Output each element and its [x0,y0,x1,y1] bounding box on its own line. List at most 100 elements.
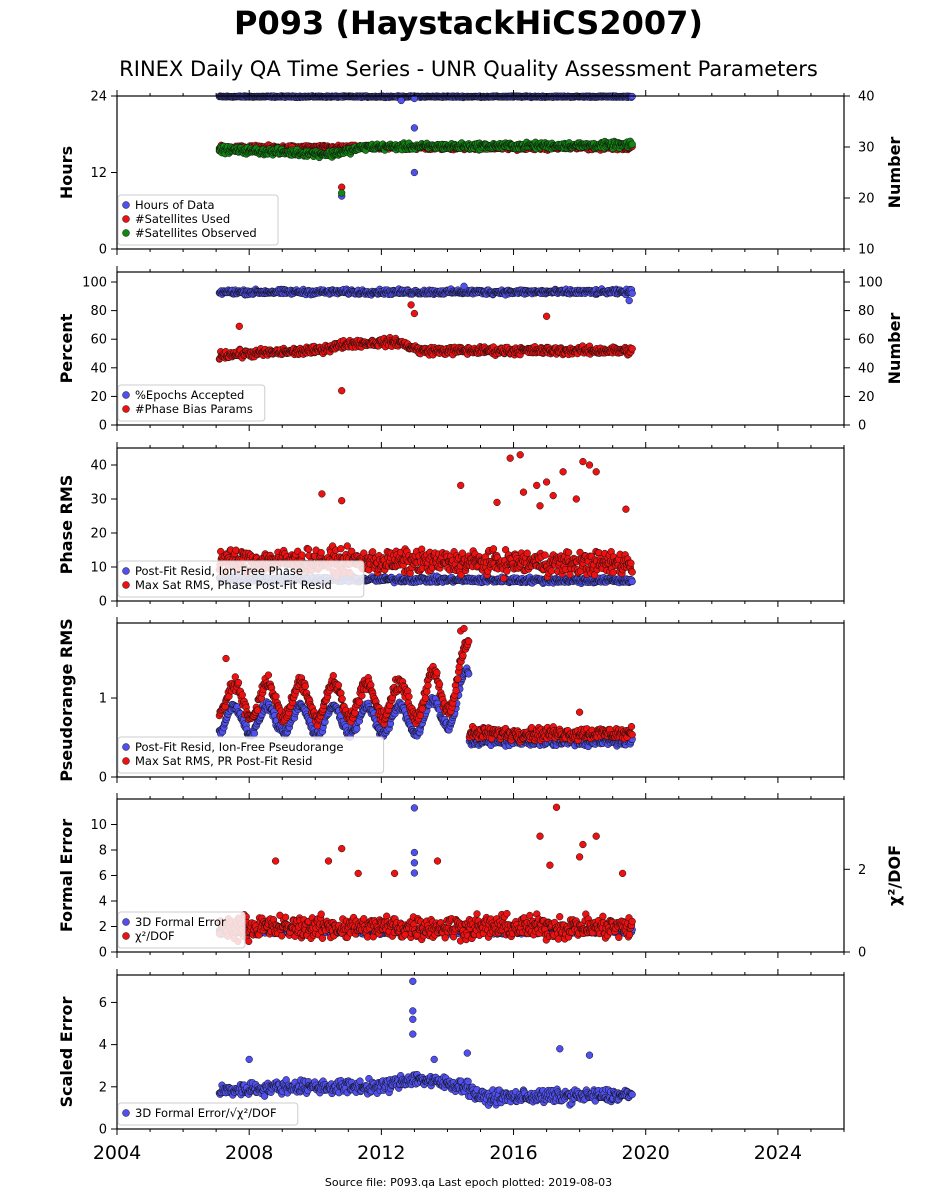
y-tick-label: 30 [90,493,107,508]
outlier-point [338,387,346,395]
series-blue [215,282,636,305]
outlier-point [542,478,551,486]
outlier-point [457,481,465,490]
y-tick-label: 12 [90,166,107,181]
outlier-point [493,498,501,507]
y-tick-label: 24 [90,90,107,105]
outlier-point [410,124,419,132]
scatter-points [215,624,636,751]
y-tick-label: 0 [99,243,107,258]
y2-tick-label: 30 [858,141,875,156]
data-point [547,567,556,575]
data-point [503,567,511,575]
legend-entry: Max Sat RMS, Phase Post-Fit Resid [135,578,332,592]
y-tick-label: 40 [90,361,107,376]
figure-subtitle: RINEX Daily QA Time Series - UNR Quality… [119,57,818,81]
y2-tick-label: 0 [858,419,866,434]
data-point [564,548,573,557]
data-point [628,345,636,353]
y-tick-label: 60 [90,333,107,348]
legend-marker [122,391,130,399]
y-tick-label: 0 [99,419,107,434]
y-tick-label: 100 [82,276,107,291]
data-point [500,574,508,582]
data-point [541,551,549,559]
outlier-point [549,491,557,500]
outlier-point [559,468,567,476]
y2-tick-label: 40 [858,90,875,105]
y-tick-label: 20 [90,527,107,542]
y-tick-label: 40 [90,459,107,474]
y2-tick-label: 40 [858,361,875,376]
data-point [458,549,467,557]
legend-marker [122,567,130,575]
legend-marker [122,201,130,209]
scatter-points [215,92,636,200]
y-tick-label: 10 [90,561,107,576]
outlier-point [625,296,633,305]
y-axis-label: Phase RMS [57,475,76,575]
figure-title: P093 (HaystackHiCS2007) [233,4,703,42]
legend-entry: Post-Fit Resid, Ion-Free Phase [135,564,303,578]
data-point [304,545,313,553]
y-tick-label: 80 [90,304,107,319]
y2-axis-label: Number [885,137,904,209]
outlier-point [460,282,468,290]
legend-marker [122,581,130,589]
outlier-point [585,461,594,469]
legend-marker [122,215,130,223]
outlier-point [338,497,346,505]
data-point [317,549,325,557]
outlier-point [410,168,419,177]
data-point [628,568,636,576]
data-point [566,570,574,579]
y-axis-label: Percent [57,313,76,383]
y2-axis-label: Number [885,313,904,385]
legend-entry: %Epochs Accepted [135,388,244,402]
outlier-point [338,189,346,197]
series-green [215,137,636,197]
series-red [215,301,636,395]
data-point [627,559,635,567]
outlier-point [592,468,600,476]
y2-tick-label: 100 [858,276,883,291]
data-point [523,549,531,557]
scatter-points [215,282,636,395]
y2-tick-label: 20 [858,390,875,405]
y-tick-label: 20 [90,390,107,405]
panel-3: 0 10 20 30 40 Phase RMS Post-Fit Resid, Ion-Fr… [57,442,845,610]
outlier-point [516,451,524,459]
y2-tick-label: 60 [858,333,875,348]
y2-tick-label: 10 [858,243,875,258]
legend-entry: #Phase Bias Params [135,402,253,416]
y2-tick-label: 80 [858,304,875,319]
data-point [609,568,617,577]
outlier-point [410,309,419,318]
legend-entry: #Satellites Used [135,212,230,226]
y-axis-label: Hours [57,146,76,199]
data-point [337,545,345,553]
outlier-point [397,96,405,105]
legend-entry: #Satellites Observed [135,226,257,240]
outlier-point [506,454,514,462]
outlier-point [579,457,587,466]
data-point [369,548,377,556]
legend-entry: Hours of Data [135,198,215,212]
legend-marker [122,405,130,413]
outlier-point [318,490,326,498]
panel-2: 0 20 40 60 80 100 Percent 0 20 40 60 80 100 Number %Ep… [57,266,904,434]
series-blue [215,92,636,200]
y-tick-label: 0 [99,595,107,610]
outlier-point [622,505,630,513]
data-point [489,545,498,553]
outlier-point [519,488,528,496]
outlier-point [542,312,551,320]
outlier-point [533,481,541,490]
data-point [250,729,259,738]
data-point [298,551,306,559]
outlier-point [407,301,415,309]
